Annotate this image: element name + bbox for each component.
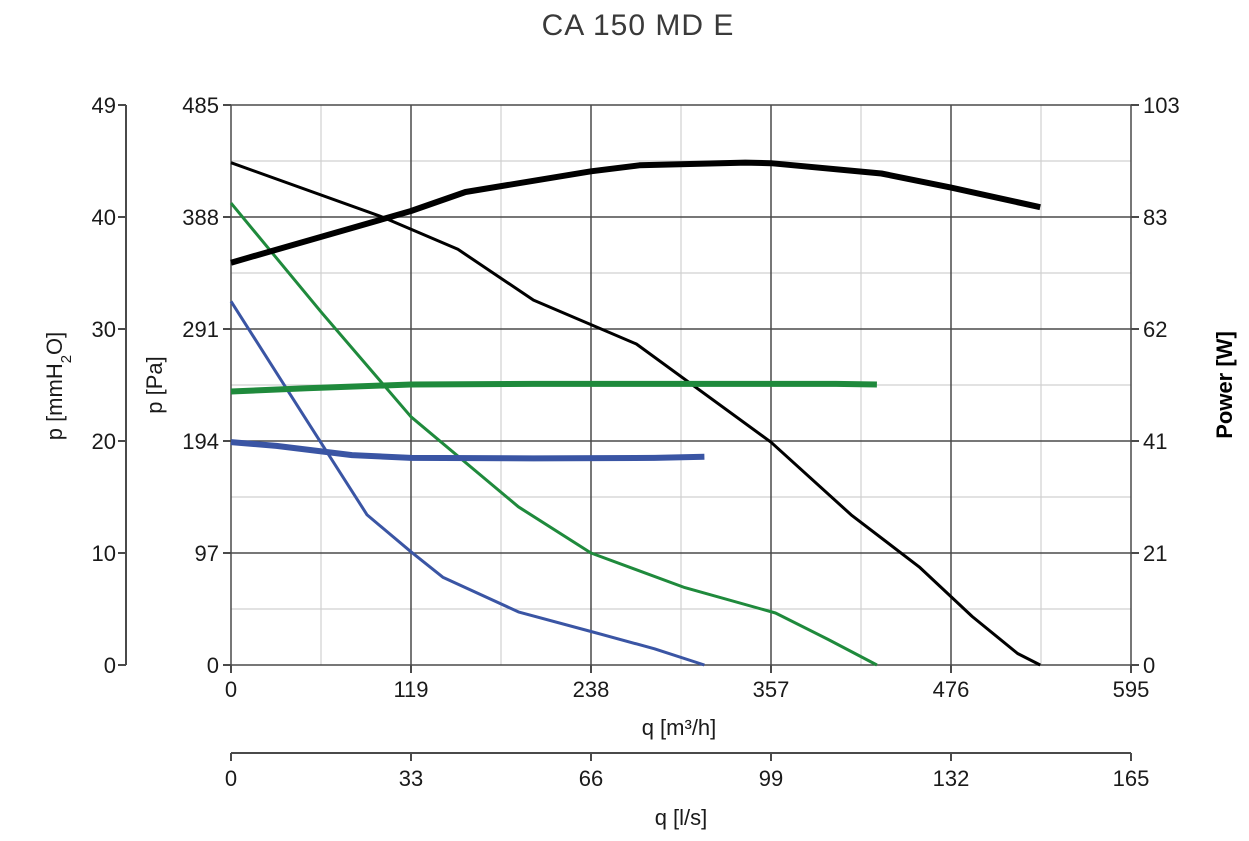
power-curve-green — [230, 380, 877, 395]
q-ls-tick-label: 0 — [225, 766, 237, 791]
power-tick-label: 0 — [1143, 653, 1155, 678]
power-tick-label: 41 — [1143, 429, 1167, 454]
x-axis-label-ls: q [l/s] — [655, 805, 708, 830]
q-m3h-tick-label: 238 — [573, 677, 610, 702]
mmh2o-tick-label: 30 — [92, 317, 116, 342]
q-ls-tick-label: 66 — [579, 766, 603, 791]
y-axis-label-pa: p [Pa] — [142, 356, 167, 413]
q-m3h-tick-label: 595 — [1113, 677, 1150, 702]
power-curve-black — [230, 159, 1041, 266]
pa-tick-label: 485 — [182, 93, 219, 118]
q-ls-tick-label: 132 — [933, 766, 970, 791]
mmh2o-label-sub: 2 — [58, 355, 75, 363]
axes — [118, 104, 1139, 761]
mmh2o-tick-label: 10 — [92, 541, 116, 566]
power-tick-label: 103 — [1143, 93, 1180, 118]
series-group — [229, 159, 1041, 667]
q-ls-tick-label: 33 — [399, 766, 423, 791]
q-m3h-tick-label: 0 — [225, 677, 237, 702]
q-m3h-tick-label: 357 — [753, 677, 790, 702]
mmh2o-label-prefix: p [mmH — [42, 363, 67, 440]
power-curve-blue — [230, 439, 705, 462]
power-tick-label: 83 — [1143, 205, 1167, 230]
chart-title: CA 150 MD E — [542, 9, 735, 42]
mmh2o-tick-label: 40 — [92, 205, 116, 230]
q-ls-tick-label: 99 — [759, 766, 783, 791]
x-axis-label-m3h: q [m³/h] — [642, 715, 717, 740]
mmh2o-tick-label: 0 — [104, 653, 116, 678]
pa-tick-label: 194 — [182, 429, 219, 454]
pa-tick-label: 291 — [182, 317, 219, 342]
q-ls-tick-label: 165 — [1113, 766, 1150, 791]
mmh2o-tick-label: 20 — [92, 429, 116, 454]
y-axis-label-power: Power [W] — [1212, 331, 1237, 439]
pressure-curve-black — [230, 161, 1041, 667]
pa-tick-label: 388 — [182, 205, 219, 230]
pa-tick-label: 0 — [207, 653, 219, 678]
q-m3h-tick-label: 476 — [933, 677, 970, 702]
q-m3h-tick-label: 119 — [393, 677, 428, 702]
pressure-curve-blue — [229, 300, 705, 667]
power-tick-label: 62 — [1143, 317, 1167, 342]
y-axis-label-mmh2o: p [mmH2O] — [42, 332, 75, 441]
pressure-curve-green — [229, 202, 878, 667]
pa-tick-label: 97 — [195, 541, 219, 566]
power-tick-label: 21 — [1143, 541, 1167, 566]
mmh2o-label-suffix: O] — [42, 332, 67, 355]
mmh2o-tick-label: 49 — [92, 93, 116, 118]
